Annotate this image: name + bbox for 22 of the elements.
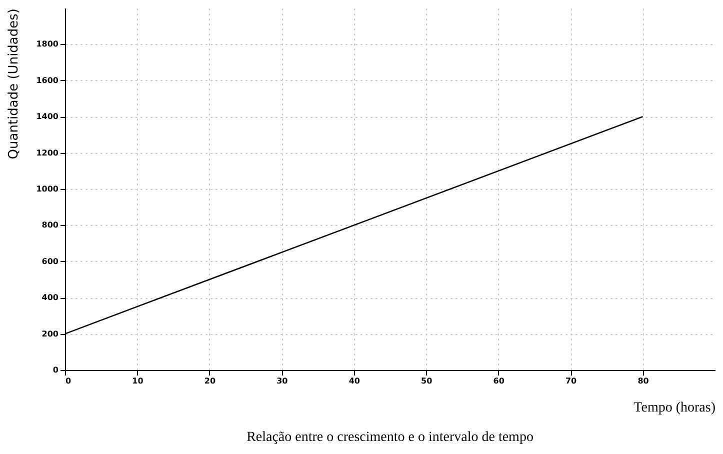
y-axis-title: Quantidade (Unidades) xyxy=(6,8,22,160)
y-tick-label: 400 xyxy=(42,293,59,302)
x-tick-label: 30 xyxy=(276,376,288,386)
text: Relação entre o crescimento e o intervalo de tempo xyxy=(246,430,534,445)
x-tick-label: 40 xyxy=(348,376,360,386)
x-tick-label: 70 xyxy=(565,376,578,386)
y-tick-label: 0 xyxy=(52,366,59,374)
y-tick-label: 1600 xyxy=(36,76,59,85)
y-tick-label: 800 xyxy=(42,220,59,230)
y-tick-label: 1000 xyxy=(36,184,59,194)
y-tick-label: 1200 xyxy=(36,148,59,158)
x-tick-label: 20 xyxy=(204,376,216,386)
y-tick-label: 600 xyxy=(42,256,59,266)
y-tick-label: 1400 xyxy=(36,112,59,122)
y-tick-label: 200 xyxy=(42,329,59,338)
y-tick-label: 1800 xyxy=(36,40,59,49)
x-axis-title: Tempo (horas) xyxy=(634,400,716,416)
x-tick-label: 50 xyxy=(421,376,433,386)
x-tick-label: 10 xyxy=(132,376,144,386)
x-tick-label: 60 xyxy=(493,376,505,386)
x-tick-label: 80 xyxy=(638,376,650,386)
x-tick-label: 0 xyxy=(66,376,72,386)
